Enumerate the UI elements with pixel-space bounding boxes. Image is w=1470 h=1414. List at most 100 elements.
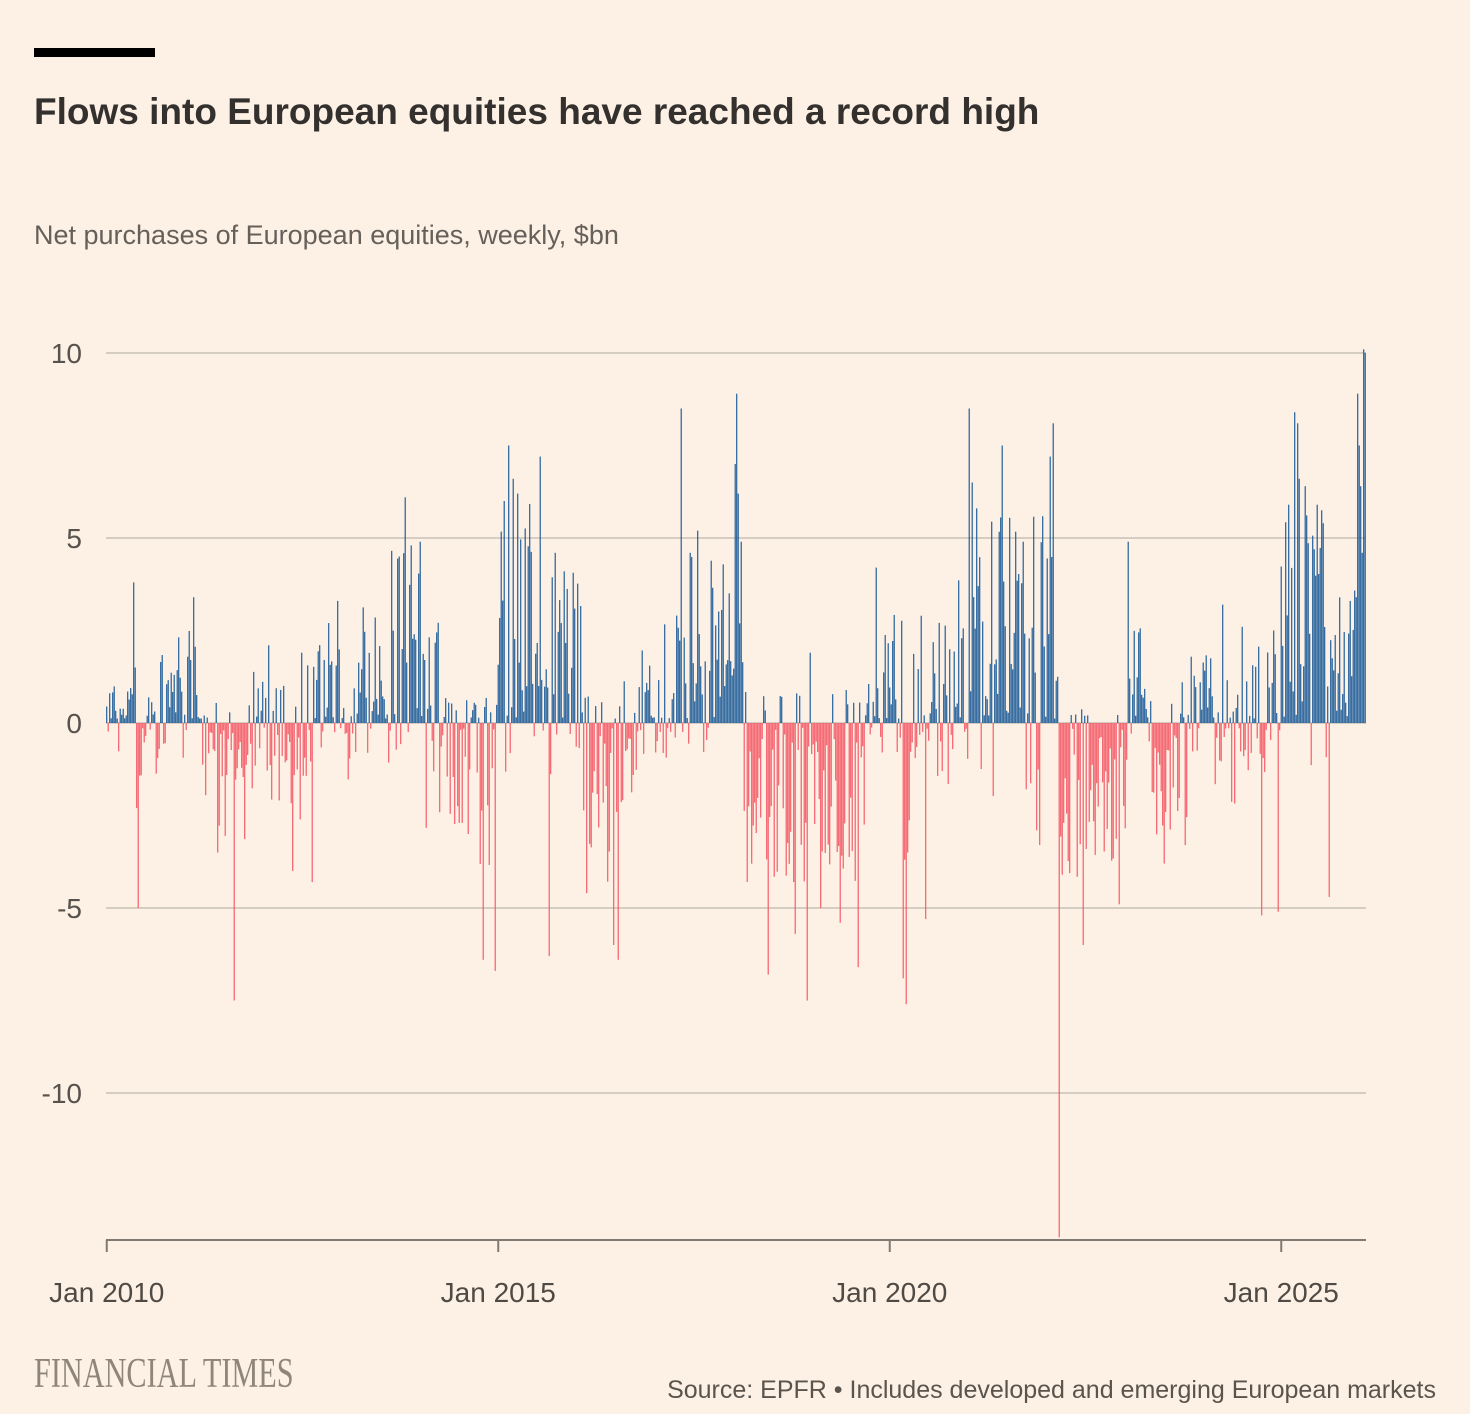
bar <box>190 660 192 723</box>
bar <box>1256 723 1258 739</box>
bar <box>952 723 954 750</box>
bar <box>356 713 358 723</box>
bar <box>1196 723 1198 751</box>
bar <box>862 723 864 747</box>
bar <box>355 723 357 752</box>
x-axis-label: Jan 2015 <box>441 1277 556 1308</box>
bar <box>638 687 640 723</box>
bar <box>872 701 874 723</box>
bar <box>131 694 133 723</box>
bar <box>610 723 612 753</box>
bar <box>677 627 679 723</box>
bar <box>812 723 814 745</box>
bar <box>143 723 145 743</box>
bar <box>716 659 718 723</box>
bar <box>160 661 162 723</box>
bar <box>967 723 969 759</box>
bar <box>671 699 673 723</box>
bar <box>428 637 430 723</box>
bar <box>208 723 210 754</box>
bar <box>118 723 120 752</box>
bar <box>817 723 819 753</box>
bar <box>1315 575 1317 723</box>
bar <box>121 714 123 723</box>
bar <box>841 723 843 856</box>
bar <box>167 680 169 723</box>
bar <box>1031 627 1033 723</box>
bar <box>1205 655 1207 723</box>
bar <box>917 669 919 723</box>
bar <box>1054 718 1056 723</box>
bar <box>661 717 663 723</box>
bar <box>1300 664 1302 723</box>
bar <box>1277 723 1279 912</box>
bar <box>1040 542 1042 723</box>
bar <box>110 718 112 723</box>
bar <box>1007 712 1009 723</box>
bar <box>439 723 441 813</box>
bar <box>484 706 486 723</box>
bar <box>505 723 507 772</box>
bar <box>1045 716 1047 723</box>
bar <box>359 692 361 723</box>
bar <box>1055 680 1057 723</box>
bar <box>328 623 330 723</box>
bar <box>502 600 504 723</box>
bar <box>1255 666 1257 723</box>
bar <box>1271 682 1273 723</box>
bar <box>218 723 220 826</box>
bar <box>1171 703 1173 723</box>
bar <box>311 723 313 883</box>
bar <box>389 723 391 731</box>
bar <box>286 723 288 761</box>
bar <box>1295 714 1297 723</box>
bar <box>157 723 159 759</box>
bar <box>230 723 232 751</box>
bar <box>539 456 541 723</box>
bar <box>808 723 810 747</box>
bar <box>388 723 390 763</box>
bar <box>436 632 438 723</box>
bar <box>1201 709 1203 723</box>
bar <box>953 651 955 723</box>
bar <box>932 642 934 723</box>
bar <box>1169 723 1171 830</box>
bar <box>1108 723 1110 783</box>
bar <box>1310 723 1312 766</box>
source-note: Source: EPFR • Includes developed and em… <box>667 1376 1436 1404</box>
bar <box>463 723 465 729</box>
bar <box>1094 723 1096 855</box>
bar <box>1232 711 1234 723</box>
bar <box>433 723 435 772</box>
bar <box>406 662 408 723</box>
bar <box>293 723 295 776</box>
bar <box>274 723 276 756</box>
bar <box>857 723 859 968</box>
bar <box>260 710 262 723</box>
bar <box>353 688 355 723</box>
bar <box>593 723 595 772</box>
bar <box>788 723 790 864</box>
bar <box>307 665 309 723</box>
bar <box>1138 632 1140 723</box>
bar <box>166 684 168 723</box>
bar <box>1072 723 1074 729</box>
bar <box>697 530 699 723</box>
bar <box>422 653 424 723</box>
bar <box>424 659 426 723</box>
bar <box>1222 604 1224 723</box>
bar <box>1112 723 1114 859</box>
bar <box>1235 707 1237 723</box>
bar <box>899 723 901 738</box>
bar <box>380 680 382 723</box>
x-axis-label: Jan 2020 <box>832 1277 947 1308</box>
bar <box>1121 723 1123 730</box>
bar <box>824 723 826 854</box>
bar <box>1139 628 1141 723</box>
bar <box>1298 478 1300 723</box>
bar <box>151 702 153 723</box>
bar <box>584 697 586 723</box>
bar <box>935 708 937 723</box>
bar <box>295 706 297 723</box>
bar <box>659 723 661 732</box>
